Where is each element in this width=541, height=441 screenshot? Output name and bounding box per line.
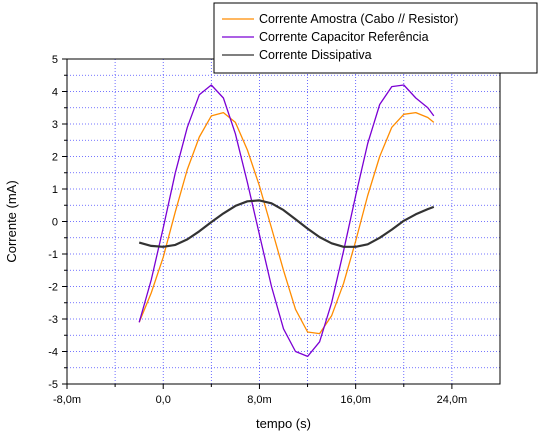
y-tick-label: 5 [52,54,58,66]
y-tick-label: -3 [48,314,58,326]
y-tick-label: 4 [52,87,58,99]
legend-label-capacitor: Corrente Capacitor Referência [259,30,429,44]
legend-box [213,2,538,74]
y-tick-label: 3 [52,119,58,131]
x-tick-label: -8,0m [53,394,81,406]
y-tick-label: -5 [48,379,58,391]
x-tick-label: 8,0m [247,394,271,406]
x-axis-title: tempo (s) [256,416,311,431]
series-line-amostra [138,111,435,335]
legend-label-dissipativa: Corrente Dissipativa [259,48,372,62]
series-line-dissipativa [138,199,435,248]
x-tick-label: 24,0m [437,394,468,406]
y-axis-title: Corrente (mA) [4,180,19,262]
legend-label-amostra: Corrente Amostra (Cabo // Resistor) [259,12,458,26]
y-tick-label: -2 [48,282,58,294]
series-lines [138,84,435,358]
y-tick-label: 0 [52,217,58,229]
x-tick-label: 16,0m [340,394,371,406]
axis-ticks: -8,0m 0,0 8,0m 16,0m 24,0m -5 -4 -3 -2 -1 0 1 2 3 4 5 [48,54,467,406]
series-line-capacitor [138,84,435,358]
legend: Corrente Amostra (Cabo // Resistor) Corr… [213,2,538,74]
y-tick-label: -4 [48,347,58,359]
y-tick-label: -1 [48,249,58,261]
y-tick-label: 1 [52,184,58,196]
x-tick-label: 0,0 [156,394,171,406]
y-tick-label: 2 [52,152,58,164]
